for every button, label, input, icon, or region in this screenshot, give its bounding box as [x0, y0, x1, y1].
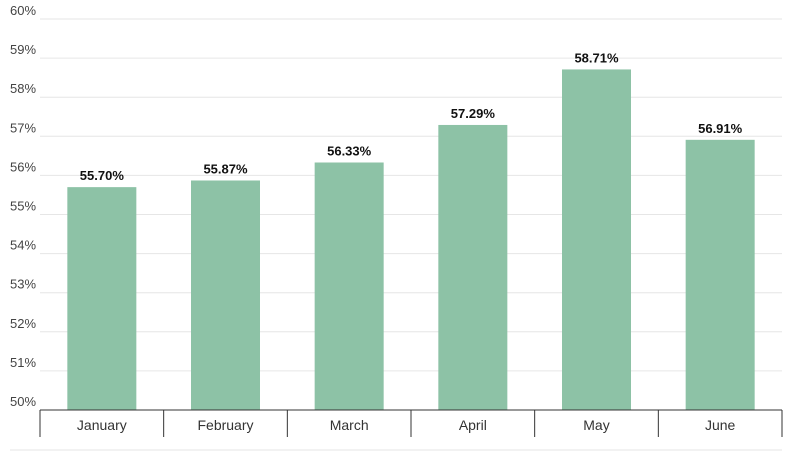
bar-may [562, 69, 631, 411]
x-tick-label: March [330, 417, 369, 433]
y-tick-label: 58% [10, 81, 36, 96]
y-axis-tick-labels: 50% 51% 52% 53% 54% 55% 56% 57% 58% 59% 60% [10, 3, 36, 409]
x-tick-label: June [705, 417, 736, 433]
bar-june [685, 139, 755, 410]
bar-january [67, 187, 137, 410]
y-tick-label: 51% [10, 355, 36, 370]
y-tick-label: 60% [10, 3, 36, 18]
y-tick-label: 53% [10, 277, 36, 292]
x-tick-label: April [459, 417, 487, 433]
x-tick-label: February [197, 417, 253, 433]
y-tick-label: 55% [10, 199, 36, 214]
y-tick-label: 57% [10, 120, 36, 135]
x-tick-label: January [77, 417, 127, 433]
y-tick-label: 52% [10, 316, 36, 331]
gridlines [40, 18, 782, 372]
x-tick-label: May [583, 417, 609, 433]
data-label: 57.29% [451, 106, 496, 121]
data-label: 55.87% [203, 161, 248, 176]
bar-february [191, 180, 260, 410]
data-label: 56.33% [327, 143, 372, 158]
data-label: 56.91% [698, 121, 743, 136]
bar-march [314, 162, 384, 410]
y-tick-label: 56% [10, 159, 36, 174]
y-tick-label: 54% [10, 238, 36, 253]
bar-april [438, 124, 508, 410]
data-labels: 55.70% 55.87% 56.33% 57.29% 58.71% 56.91% [80, 50, 743, 183]
bars [67, 69, 755, 411]
data-label: 58.71% [574, 50, 619, 65]
y-tick-label: 50% [10, 394, 36, 409]
y-tick-label: 59% [10, 42, 36, 57]
data-label: 55.70% [80, 168, 125, 183]
x-axis: January February March April May June [10, 409, 783, 451]
